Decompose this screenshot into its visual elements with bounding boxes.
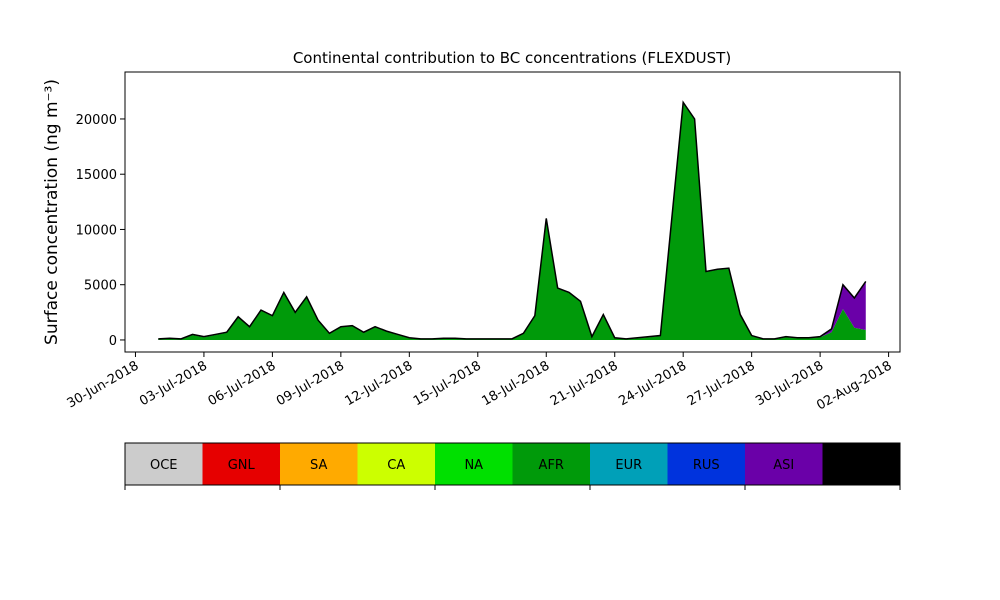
y-tick-label: 10000	[76, 223, 117, 238]
x-tick-label: 30-Jun-2018	[65, 358, 142, 411]
legend-swatch	[125, 443, 203, 485]
legend-label: GNL	[228, 458, 256, 473]
legend-label: RUS	[693, 458, 720, 473]
area	[158, 102, 866, 340]
legend-label: AUS	[848, 458, 875, 473]
x-tick-label: 15-Jul-2018	[411, 358, 484, 409]
x-tick-label: 21-Jul-2018	[548, 358, 621, 409]
legend-swatch	[357, 443, 435, 485]
legend-swatch	[202, 443, 280, 485]
y-tick-label: 20000	[76, 113, 117, 128]
x-tick-label: 03-Jul-2018	[137, 358, 210, 409]
legend-swatch	[280, 443, 358, 485]
y-tick-label: 0	[109, 334, 117, 349]
x-tick-label: 18-Jul-2018	[479, 358, 552, 409]
legend-label: CA	[387, 458, 405, 473]
legend-label: EUR	[615, 458, 642, 473]
legend-label: ASI	[773, 458, 794, 473]
y-axis-label: Surface concentration (ng m⁻³)	[42, 79, 62, 345]
x-tick-label: 27-Jul-2018	[685, 358, 758, 409]
plot-frame	[124, 71, 901, 353]
x-tick-label: 12-Jul-2018	[343, 358, 416, 409]
y-tick-label: 15000	[76, 168, 117, 183]
legend-swatch	[512, 443, 590, 485]
legend-frame	[124, 442, 901, 486]
legend-label: NA	[464, 458, 483, 473]
area	[158, 102, 866, 340]
x-tick-label: 24-Jul-2018	[616, 358, 689, 409]
legend-label: AFR	[539, 458, 564, 473]
legend-label: SA	[310, 458, 327, 473]
x-tick-label: 02-Aug-2018	[814, 358, 894, 413]
x-tick-label: 09-Jul-2018	[274, 358, 347, 409]
legend-swatch	[435, 443, 513, 485]
x-tick-label: 06-Jul-2018	[206, 358, 279, 409]
legend-swatch	[590, 443, 668, 485]
legend-label: OCE	[150, 458, 178, 473]
area-outline	[158, 100, 867, 340]
chart-title: Continental contribution to BC concentra…	[293, 49, 731, 67]
legend-swatch	[667, 443, 745, 485]
y-tick-label: 5000	[84, 279, 117, 294]
legend-swatch	[822, 443, 900, 485]
legend-swatch	[745, 443, 823, 485]
